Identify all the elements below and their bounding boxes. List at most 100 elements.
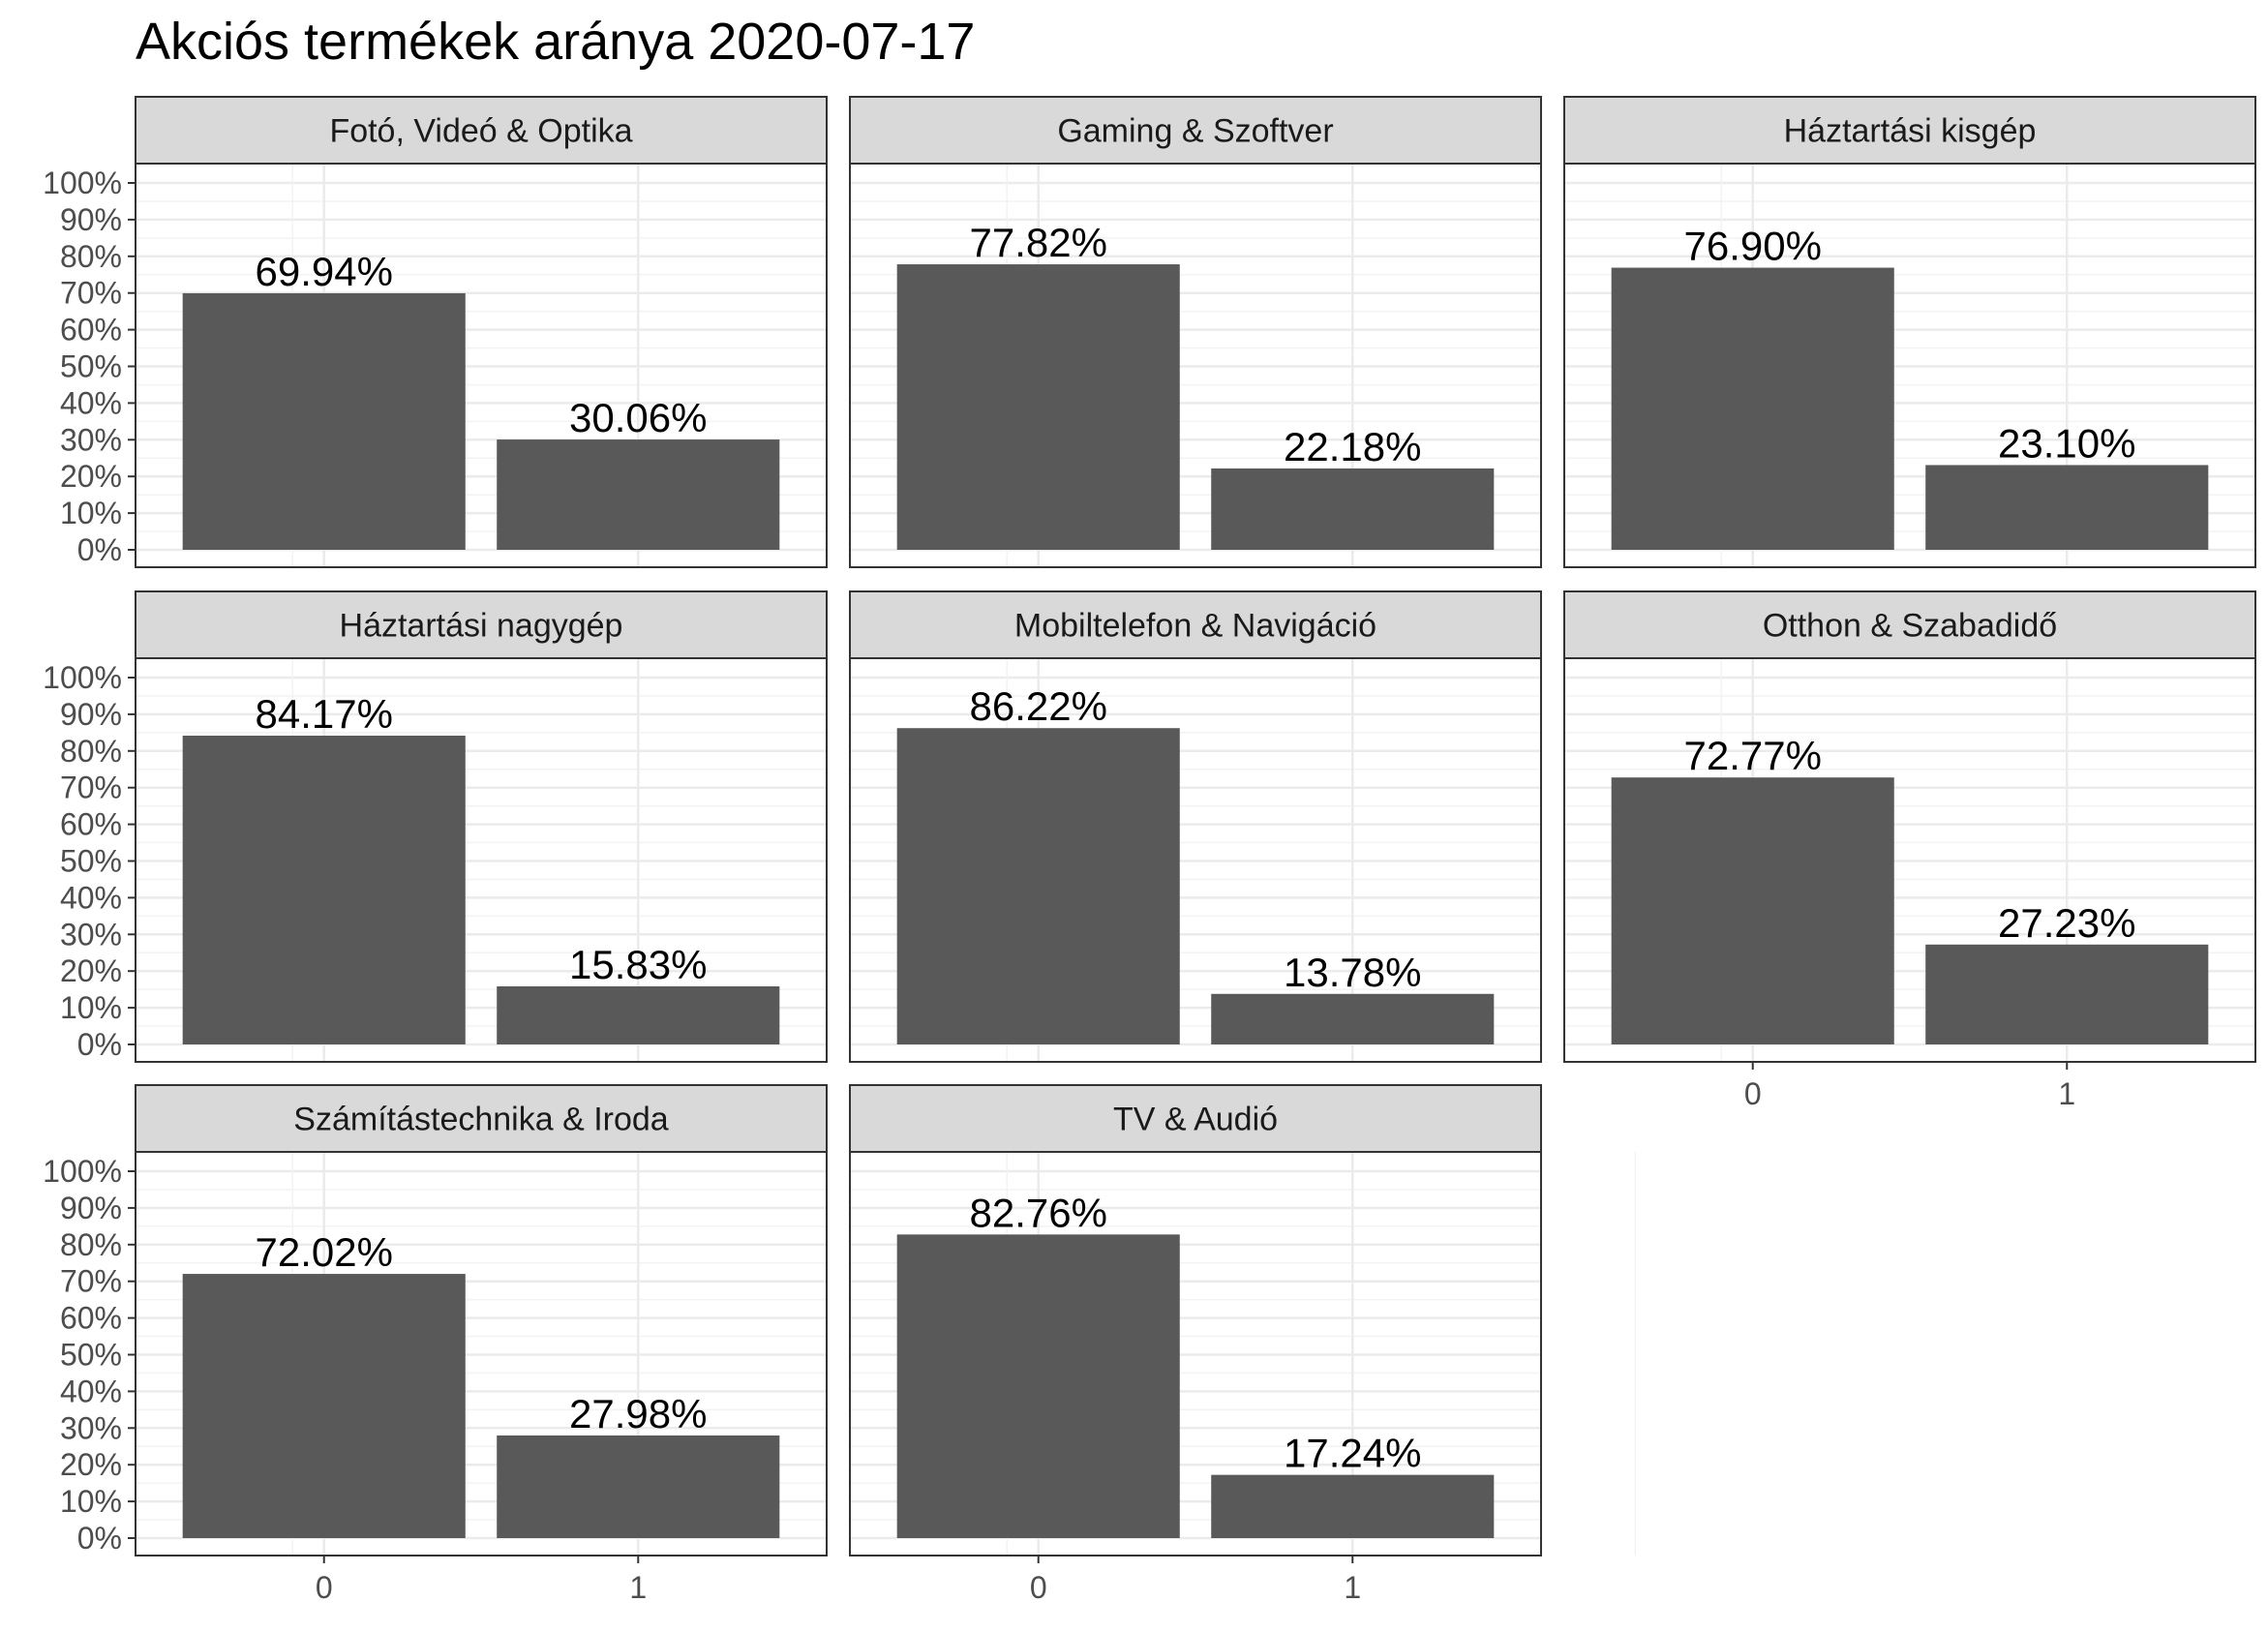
y-tick-label: 60% [60,807,122,842]
x-tick-label: 1 [2058,1076,2075,1111]
panel-2: Háztartási kisgép 76.90% 23.10% [1563,96,2256,568]
bar-1 [1925,944,2209,1044]
x-tick-label: 0 [1030,1570,1047,1605]
panel-6: Számítástechnika & Iroda72.02%27.98%0%10… [43,1084,922,1605]
panel-1: Gaming & Szoftver 77.82% 22.18% [849,96,1637,568]
y-tick-label: 50% [60,844,122,879]
panel-title: Számítástechnika & Iroda [293,1102,669,1138]
y-tick-label: 50% [60,349,122,384]
data-label: 27.98% [569,1391,707,1436]
data-label: 30.06% [569,395,707,440]
y-tick-label: 20% [60,459,122,494]
bar-1 [497,986,780,1044]
y-tick-label: 100% [43,1154,122,1189]
panel-title: Fotó, Videó & Optika [329,113,632,150]
bar-0 [896,264,1180,550]
y-tick-label: 70% [60,276,122,311]
bar-1 [497,1435,780,1538]
y-tick-label: 10% [60,1484,122,1519]
bar-1 [1211,993,1495,1044]
y-tick-label: 0% [77,1521,122,1556]
y-tick-label: 30% [60,1410,122,1445]
panel-title: Mobiltelefon & Navigáció [1014,608,1376,645]
x-tick-label: 0 [1744,1076,1762,1111]
y-tick-label: 0% [77,1027,122,1062]
y-tick-label: 60% [60,313,122,348]
panel-5: Otthon & Szabadidő 72.77% 27.23% 0 1 [1563,590,2256,1111]
y-tick-label: 100% [43,166,122,200]
y-tick-label: 100% [43,660,122,695]
y-tick-label: 20% [60,1447,122,1482]
panel-border [1563,163,2256,568]
data-label: 77.82% [970,220,1107,265]
data-label: 22.18% [1284,424,1421,469]
bar-0 [182,1274,466,1538]
data-label: 86.22% [970,683,1107,729]
y-tick-label: 70% [60,771,122,805]
bar-0 [1611,267,1894,550]
bar-1 [1211,468,1495,550]
x-tick-label: 1 [1344,1570,1361,1605]
y-tick-label: 90% [60,697,122,732]
y-tick-label: 30% [60,422,122,457]
data-label: 23.10% [1998,420,2135,466]
y-tick-label: 30% [60,917,122,952]
data-label: 82.76% [970,1190,1107,1235]
data-label: 76.90% [1684,224,1822,269]
y-tick-label: 80% [60,239,122,274]
panel-7: TV & Audió 82.76% 17.24% 0 1 [849,1084,1637,1605]
panel-strip [849,590,1542,659]
y-tick-label: 0% [77,532,122,567]
panel-title: Otthon & Szabadidő [1763,608,2057,645]
data-label: 17.24% [1284,1431,1421,1476]
data-label: 69.94% [256,249,393,294]
chart-title: Akciós termékek aránya 2020-07-17 [136,13,976,71]
panel-title: TV & Audió [1113,1102,1278,1138]
y-tick-label: 80% [60,734,122,769]
x-tick-label: 0 [316,1570,333,1605]
panel-border [849,1151,1542,1556]
data-label: 15.83% [569,942,707,987]
panel-strip [849,1084,1542,1153]
data-label: 27.23% [1998,900,2135,946]
bar-1 [1211,1474,1495,1538]
x-tick-label: 1 [629,1570,647,1605]
panel-title: Gaming & Szoftver [1057,113,1333,150]
panel-4: Mobiltelefon & Navigáció 86.22% 13.78% [849,590,1637,1063]
y-tick-label: 90% [60,1191,122,1225]
y-tick-label: 80% [60,1227,122,1262]
bar-0 [182,292,466,550]
panel-title: Háztartási nagygép [340,608,623,645]
data-label: 84.17% [256,691,393,737]
panel-strip [849,96,1542,165]
y-tick-label: 40% [60,1374,122,1408]
panel-border [849,163,1542,568]
data-label: 72.77% [1684,733,1822,778]
panel-title: Háztartási kisgép [1784,113,2037,150]
bar-0 [182,735,466,1044]
bar-1 [1925,465,2209,550]
panel-strip [135,96,828,165]
panel-strip [1563,590,2256,659]
bar-0 [896,728,1180,1044]
panel-3: Háztartási nagygép 84.17% 15.83% 0%10%20%30… [43,590,922,1063]
data-label: 72.02% [256,1229,393,1275]
data-label: 13.78% [1284,950,1421,995]
panel-0: Fotó, Videó & Optika 69.94% 30.06% 0%10%20%… [43,96,922,568]
panel-strip [135,1084,828,1153]
y-tick-label: 20% [60,953,122,988]
bar-0 [896,1234,1180,1538]
panel-strip [1563,96,2256,165]
y-tick-label: 90% [60,202,122,237]
y-tick-label: 40% [60,880,122,915]
panel-border [1563,657,2256,1063]
y-tick-label: 40% [60,385,122,420]
bar-0 [1611,777,1894,1044]
bar-1 [497,439,780,550]
panel-border [849,657,1542,1063]
y-tick-label: 10% [60,990,122,1025]
y-tick-label: 50% [60,1338,122,1373]
y-tick-label: 70% [60,1264,122,1299]
